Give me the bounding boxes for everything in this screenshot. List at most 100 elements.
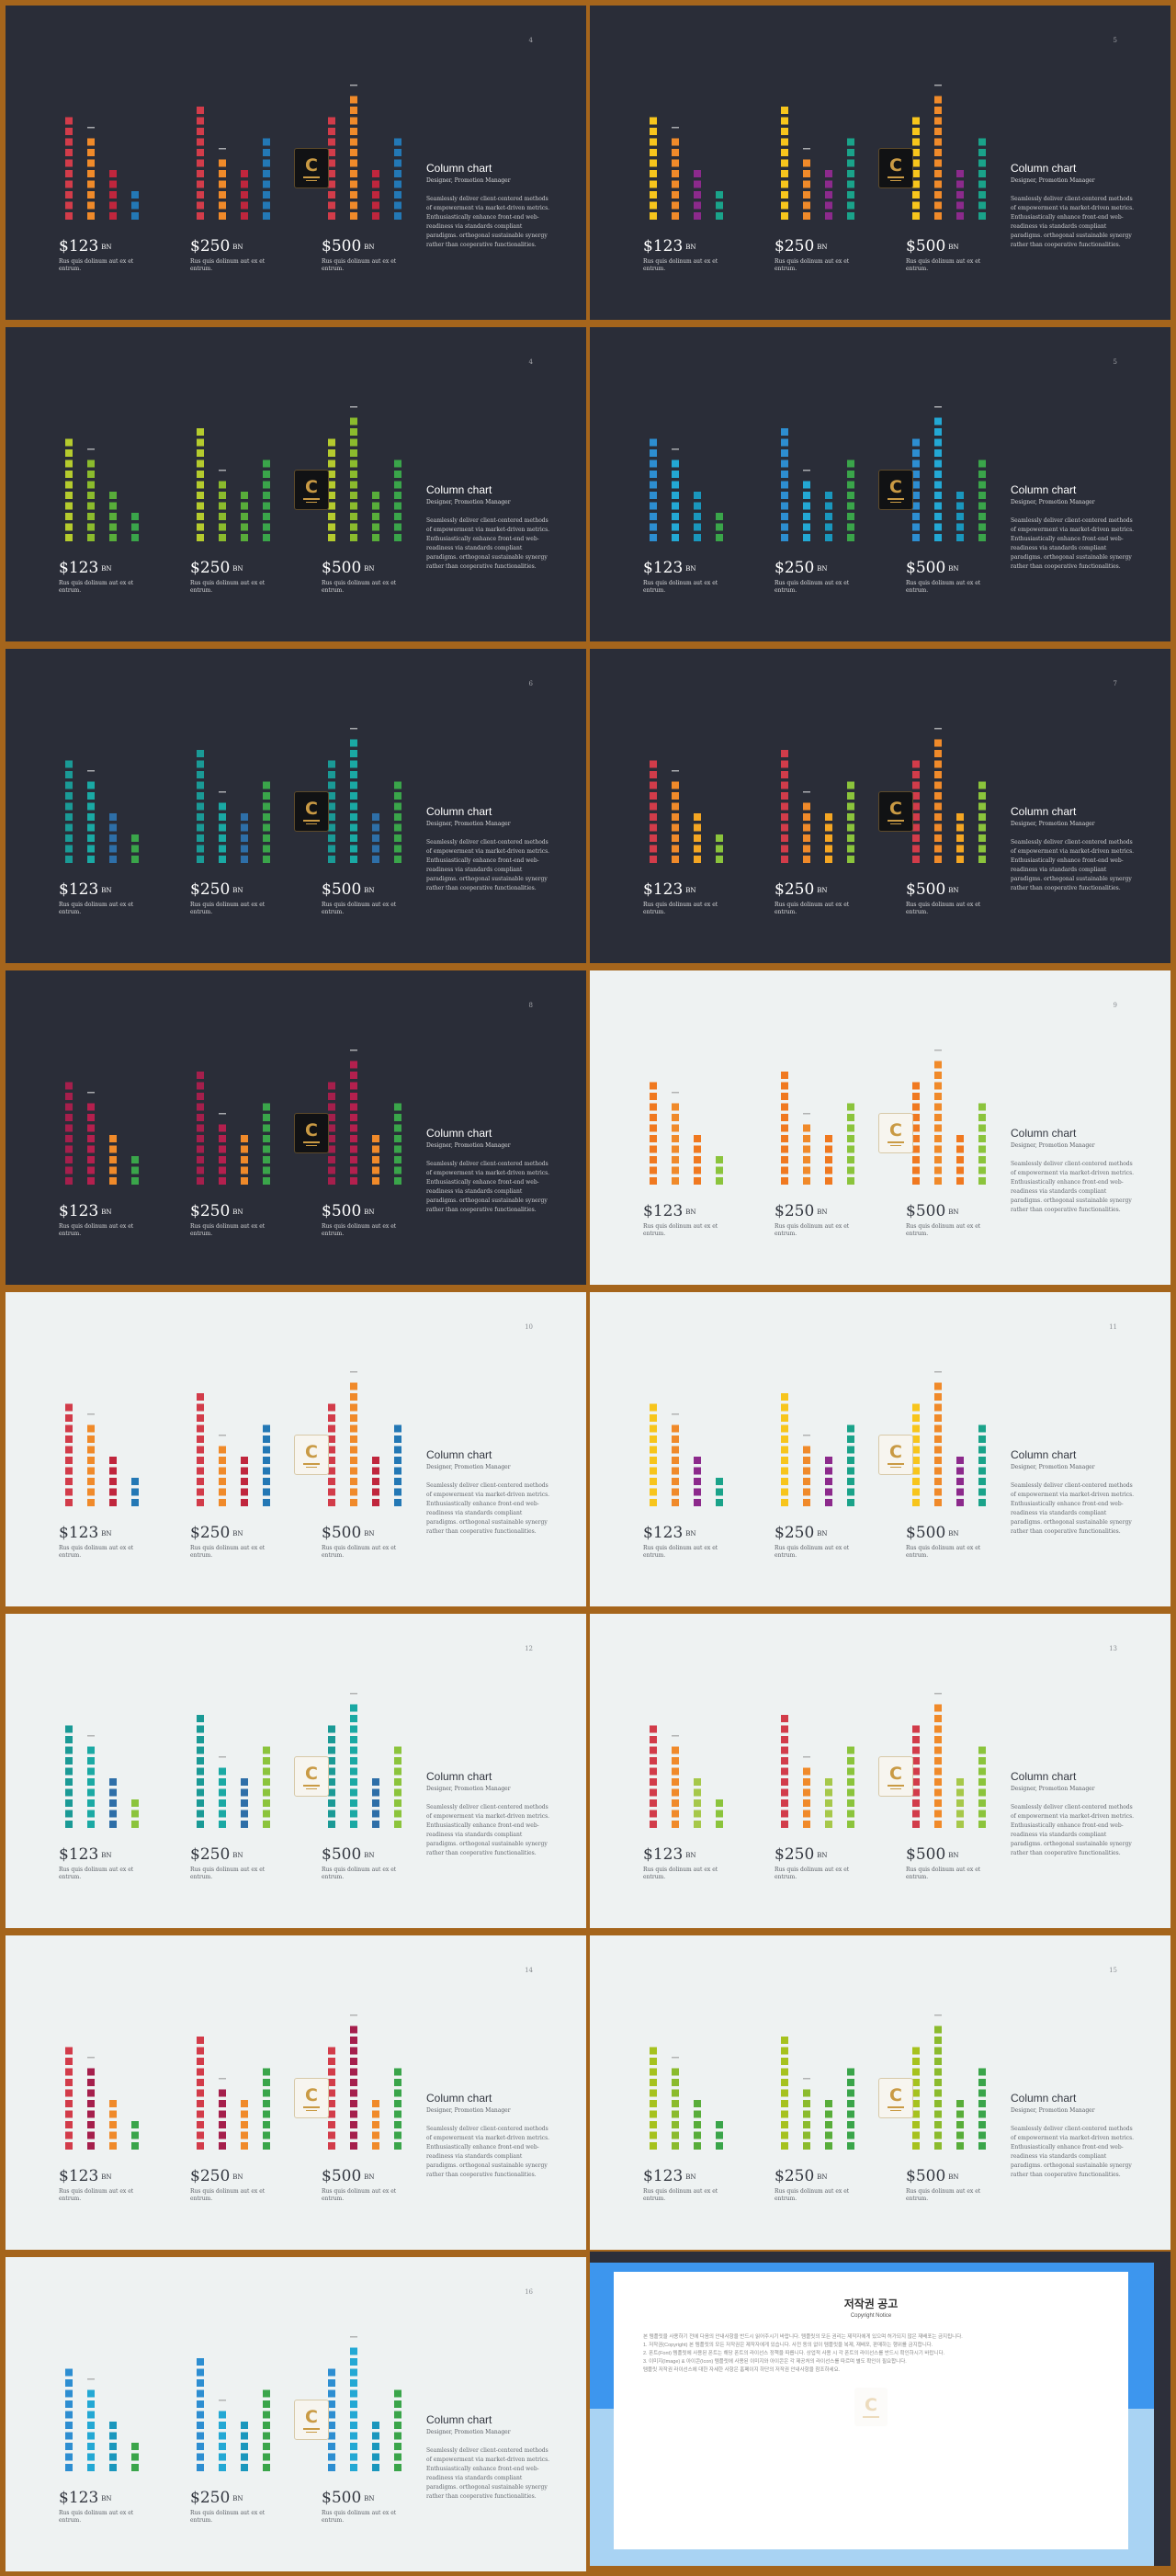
bar-block <box>781 802 788 811</box>
bar-block <box>847 1114 854 1121</box>
bar-block <box>781 2110 788 2118</box>
bar-block <box>328 117 335 125</box>
column-chart <box>65 2014 401 2150</box>
bar-block <box>978 2131 986 2139</box>
bar-block <box>847 481 854 489</box>
bar-block <box>328 1114 335 1121</box>
bar-block <box>394 534 401 541</box>
bar-block <box>394 201 401 210</box>
bar-cap <box>87 1735 95 1737</box>
bar-block <box>956 1156 964 1163</box>
value-caption: Rus quis dolinum aut ex et entrum. <box>906 902 981 915</box>
bar-block <box>672 1135 679 1142</box>
bar-block <box>328 513 335 520</box>
bar-block <box>87 823 95 832</box>
page-number: 12 <box>525 1645 533 1652</box>
bar-block <box>87 2068 95 2076</box>
bar-block <box>694 1799 701 1807</box>
bar-block <box>934 449 942 457</box>
bar-block <box>131 1499 139 1506</box>
bar-block <box>650 760 657 768</box>
value-amount: $500 BN <box>322 1845 413 1865</box>
bar-block <box>781 2142 788 2150</box>
bar-block <box>65 502 73 510</box>
bar-block <box>781 2100 788 2107</box>
bar-block <box>803 1467 810 1475</box>
bar-block <box>372 834 379 842</box>
amount-text: $500 <box>906 880 946 899</box>
bar-block <box>219 1177 226 1185</box>
bar-block <box>350 2037 357 2044</box>
chart-bar <box>197 750 204 863</box>
amount-unit: BN <box>232 887 243 894</box>
bar-block <box>934 191 942 199</box>
bar-block <box>65 1124 73 1132</box>
bar-block <box>672 460 679 468</box>
slide-body: Seamlessly deliver client-centered metho… <box>1011 1161 1135 1213</box>
bar-block <box>912 1778 920 1786</box>
bar-block <box>394 813 401 821</box>
bar-block <box>694 2131 701 2139</box>
bar-block <box>781 1467 788 1475</box>
chart-bar <box>241 2422 248 2471</box>
bar-block <box>934 428 942 436</box>
bar-block <box>87 513 95 520</box>
chart-bar <box>781 107 788 220</box>
bar-block <box>241 1478 248 1485</box>
bar-block <box>65 813 73 821</box>
bar-block <box>650 1499 657 1506</box>
value-block: $250 BN Rus quis dolinum aut ex et entrum. <box>190 1202 282 1238</box>
copyright-right-band <box>1154 2252 1170 2566</box>
column-chart <box>65 406 401 541</box>
bar-block <box>781 1478 788 1485</box>
amount-text: $250 <box>775 559 815 577</box>
bar-block <box>650 1124 657 1132</box>
bar-block <box>131 212 139 220</box>
value-amount: $500 BN <box>906 1202 998 1221</box>
bar-block <box>372 1778 379 1786</box>
bar-block <box>197 1715 204 1722</box>
amount-text: $123 <box>643 1202 684 1220</box>
bar-block <box>825 1821 832 1828</box>
bar-block <box>87 502 95 510</box>
value-block: $123 BN Rus quis dolinum aut ex et entrum. <box>643 1524 735 1560</box>
amount-unit: BN <box>364 887 375 894</box>
bar-block <box>956 180 964 188</box>
chart-bar <box>934 1050 942 1185</box>
bar-block <box>934 1746 942 1754</box>
bar-block <box>87 212 95 220</box>
chart-bar <box>263 1103 270 1185</box>
bar-block <box>394 2089 401 2097</box>
bar-block <box>197 492 204 499</box>
bar-block <box>912 760 920 768</box>
bar-block <box>650 2110 657 2118</box>
bar-block <box>109 180 117 188</box>
value-block: $500 BN Rus quis dolinum aut ex et entrum. <box>322 2167 413 2203</box>
bar-block <box>825 2110 832 2118</box>
bar-block <box>87 2131 95 2139</box>
bar-block <box>197 2389 204 2398</box>
column-chart <box>65 1050 401 1185</box>
bar-block <box>694 1457 701 1464</box>
amount-unit: BN <box>817 565 828 573</box>
value-block: $500 BN Rus quis dolinum aut ex et entrum. <box>322 1524 413 1560</box>
amount-unit: BN <box>685 2173 696 2181</box>
bar-block <box>109 534 117 541</box>
value-amount: $123 BN <box>643 1524 735 1543</box>
bar-block <box>912 149 920 156</box>
bar-block <box>241 2110 248 2118</box>
bar-block <box>372 856 379 863</box>
chart-slide: 11 C $123 BN Rus quis dolinum aut ex et entr… <box>590 1292 1170 1606</box>
bar-block <box>372 1177 379 1185</box>
bar-block <box>394 1757 401 1765</box>
bar-block <box>372 1467 379 1475</box>
bar-cap <box>219 1756 226 1758</box>
bar-block <box>847 1145 854 1153</box>
bar-block <box>803 813 810 821</box>
chart-bar <box>956 813 964 863</box>
bar-block <box>847 1166 854 1175</box>
bar-block <box>912 1103 920 1111</box>
logo-bar <box>306 2109 317 2111</box>
bar-block <box>650 471 657 478</box>
bar-block <box>978 1135 986 1142</box>
